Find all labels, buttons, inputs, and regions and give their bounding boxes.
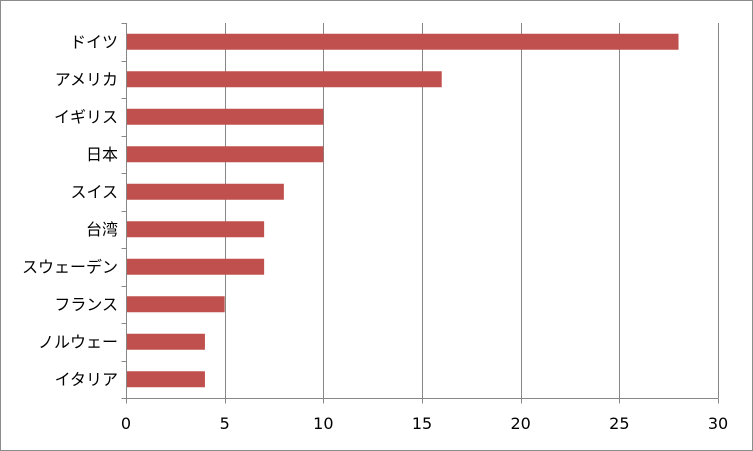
bar xyxy=(127,258,265,275)
bars xyxy=(127,33,679,388)
x-tick-label: 0 xyxy=(121,414,131,433)
x-tick-labels: 0 5 10 15 20 25 30 xyxy=(121,414,728,433)
bar xyxy=(127,183,284,200)
category-label: スイス xyxy=(70,182,118,201)
bar xyxy=(127,371,205,388)
bar xyxy=(127,221,265,238)
bar xyxy=(127,108,324,125)
category-label: ノルウェー xyxy=(38,332,118,351)
x-tick-label: 20 xyxy=(510,414,530,433)
category-label: 台湾 xyxy=(86,220,118,239)
x-tick-label: 15 xyxy=(412,414,432,433)
x-tick-label: 25 xyxy=(609,414,629,433)
category-label: フランス xyxy=(54,295,118,314)
x-tick-label: 30 xyxy=(708,414,728,433)
category-label: ドイツ xyxy=(70,32,118,51)
x-tick-label: 10 xyxy=(313,414,333,433)
x-tick-label: 5 xyxy=(220,414,230,433)
category-label: イギリス xyxy=(54,107,118,126)
bar xyxy=(127,33,679,50)
category-label: スウェーデン xyxy=(22,257,118,276)
bar xyxy=(127,333,205,350)
bar xyxy=(127,71,442,88)
category-label: 日本 xyxy=(86,145,118,164)
bar xyxy=(127,296,225,313)
category-label: アメリカ xyxy=(55,70,118,89)
axes xyxy=(121,23,719,404)
category-label: イタリア xyxy=(55,370,118,389)
bar xyxy=(127,146,324,163)
